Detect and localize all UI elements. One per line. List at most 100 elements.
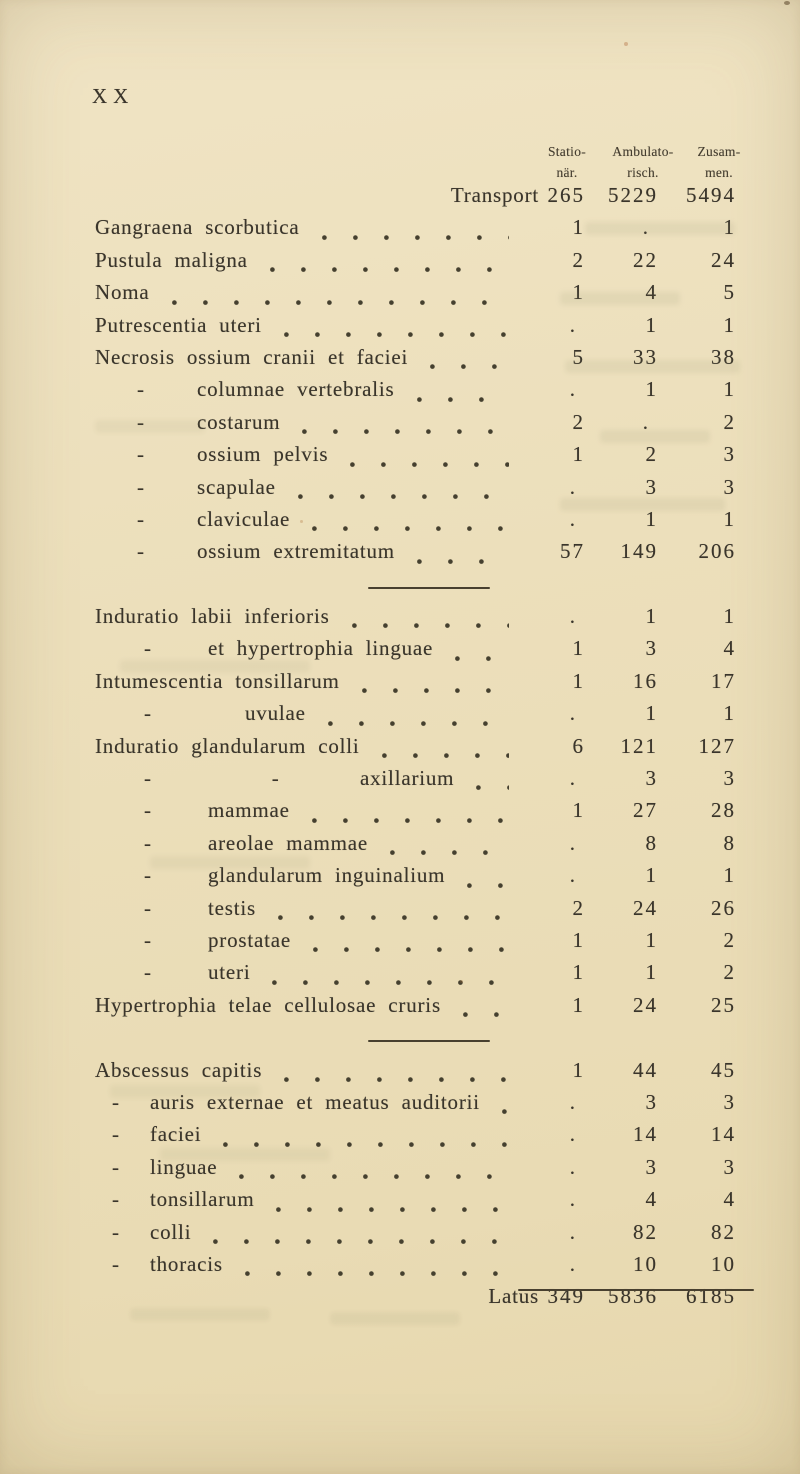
- zusammen-value: 45: [711, 1057, 736, 1082]
- stationar-value: 1: [572, 668, 585, 693]
- zusammen-value: 2: [723, 409, 736, 434]
- row-label: et hypertrophia linguae: [208, 636, 434, 661]
- table-row: - - axillarium. 3 3: [95, 766, 736, 798]
- table-row: Abscessus capitis 1 44 45: [95, 1058, 736, 1090]
- bleed-through-smudge: [150, 856, 310, 869]
- row-label: Hypertrophia telae cellulosae cruris: [95, 992, 441, 1017]
- empty-cell-dot-stationar-value: .: [569, 1251, 577, 1276]
- indent-dash: --: [144, 766, 280, 791]
- empty-cell-dot-stationar-value: .: [569, 1154, 577, 1179]
- indent-dash: -: [137, 409, 145, 434]
- row-label: areolae mammae: [208, 830, 369, 855]
- indent-dash: -: [144, 636, 152, 661]
- row-label: uteri: [208, 960, 251, 985]
- stationar-value: 6: [572, 733, 585, 758]
- paper-speck: [784, 1, 790, 5]
- leader-dots: [384, 850, 509, 857]
- table-row: - glandularum inguinalium. 1 1: [95, 863, 736, 895]
- row-label: glandularum inguinalium: [208, 863, 446, 888]
- leader-dots: [410, 558, 509, 565]
- ambulatorisch-value: 1: [645, 506, 658, 531]
- ambulatorisch-value: 14: [633, 1122, 658, 1147]
- page-number: XX: [92, 84, 135, 108]
- zusammen-value: 3: [723, 474, 736, 499]
- bleed-through-smudge: [160, 1148, 330, 1161]
- empty-cell-dot-ambulatorisch-value: .: [642, 215, 650, 240]
- section-divider: [95, 1025, 736, 1057]
- row-label: axillarium: [360, 766, 455, 791]
- table-row: - colli. 82 82: [95, 1220, 736, 1252]
- stationar-value: 349: [547, 1284, 585, 1309]
- zusammen-value: 1: [723, 701, 736, 726]
- indent-dash: -: [112, 1122, 120, 1147]
- table-row: - claviculae. 1 1: [95, 507, 736, 539]
- zusammen-value: 6185: [686, 1284, 736, 1309]
- indent-dash: -: [137, 474, 145, 499]
- indent-dash: -: [144, 830, 152, 855]
- table-row: - ossium pelvis 1 2 3: [95, 442, 736, 474]
- bleed-through-smudge: [120, 660, 310, 673]
- indent-dash: -: [144, 701, 152, 726]
- ambulatorisch-value: 5836: [608, 1284, 658, 1309]
- row-label: Transport: [450, 183, 539, 207]
- zusammen-value: 1: [723, 312, 736, 337]
- row-label: Necrosis ossium cranii et faciei: [95, 344, 409, 369]
- stationar-value: 1: [572, 927, 585, 952]
- row-label: auris externae et meatus auditorii: [150, 1089, 480, 1114]
- ambulatorisch-value: 3: [645, 636, 658, 661]
- sum-rule: [518, 1289, 754, 1291]
- table-rows: Transport 265 5229 5494 Gangraena scorbutica…: [95, 183, 736, 1317]
- zusammen-value: 3: [723, 1089, 736, 1114]
- indent-dash: -: [144, 863, 152, 888]
- leader-dots: [238, 1271, 509, 1278]
- indent-dash: -: [144, 895, 152, 920]
- table-row: Intumescentia tonsillarum 1 16 17: [95, 669, 736, 701]
- row-label: faciei: [150, 1122, 202, 1147]
- empty-cell-dot-stationar-value: .: [569, 1122, 577, 1147]
- table-row: Noma 1 4 5: [95, 280, 736, 312]
- zusammen-value: 25: [711, 992, 736, 1017]
- table-row: - areolae mammae. 8 8: [95, 831, 736, 863]
- ambulatorisch-value: 10: [633, 1251, 658, 1276]
- row-label: tonsillarum: [150, 1187, 255, 1212]
- ambulatorisch-value: 27: [633, 798, 658, 823]
- zusammen-value: 28: [711, 798, 736, 823]
- bleed-through-smudge: [585, 222, 735, 235]
- column-header-line: risch.: [627, 165, 659, 180]
- row-label: costarum: [197, 409, 281, 434]
- divider-line: [368, 586, 490, 589]
- empty-cell-dot-stationar-value: .: [569, 863, 577, 888]
- zusammen-value: 2: [723, 927, 736, 952]
- zusammen-value: 1: [723, 863, 736, 888]
- ambulatorisch-value: 22: [633, 247, 658, 272]
- table-row: - et hypertrophia linguae 1 3 4: [95, 636, 736, 668]
- row-label: ossium pelvis: [197, 442, 329, 467]
- ambulatorisch-value: 149: [620, 539, 658, 564]
- ambulatorisch-value: 5229: [608, 183, 658, 207]
- ambulatorisch-value: 1: [645, 604, 658, 629]
- stationar-value: 1: [572, 992, 585, 1017]
- column-header-zusammen: Zusam-men.: [679, 141, 759, 183]
- empty-cell-dot-stationar-value: .: [569, 1187, 577, 1212]
- bleed-through-smudge: [95, 420, 205, 433]
- table-row: - prostatae 1 1 2: [95, 928, 736, 960]
- table-row: - mammae 1 27 28: [95, 798, 736, 830]
- leader-dots: [307, 947, 509, 954]
- ambulatorisch-value: 82: [633, 1219, 658, 1244]
- indent-dash: -: [112, 1187, 120, 1212]
- column-header-line: men.: [705, 165, 733, 180]
- leader-dots: [306, 526, 509, 533]
- table-row: - faciei. 14 14: [95, 1122, 736, 1154]
- leader-dots: [470, 785, 509, 792]
- zusammen-value: 38: [711, 344, 736, 369]
- stationar-value: 265: [547, 183, 585, 207]
- column-header-line: Ambulato-: [612, 144, 674, 159]
- row-label: linguae: [150, 1154, 218, 1179]
- zusammen-value: 82: [711, 1219, 736, 1244]
- row-label: ossium extremitatum: [197, 539, 395, 564]
- table-row: Latus 349 5836 6185: [95, 1284, 736, 1316]
- row-label: testis: [208, 895, 256, 920]
- ambulatorisch-value: 24: [633, 992, 658, 1017]
- zusammen-value: 206: [698, 539, 736, 564]
- leader-dots: [278, 1076, 509, 1083]
